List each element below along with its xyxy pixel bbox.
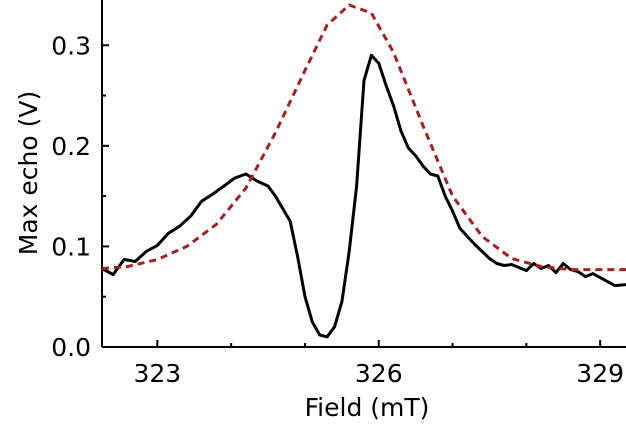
x-tick-label: 329 [576, 359, 624, 388]
x-axis-title: Field (mT) [305, 393, 430, 422]
axes [101, 0, 626, 348]
ticks [102, 44, 602, 348]
x-tick-label: 323 [133, 359, 181, 388]
data-curve-line [101, 53, 626, 339]
y-tick-label: 0.1 [51, 232, 91, 261]
y-tick-label: 0.3 [51, 31, 91, 60]
y-axis-title: Max echo (V) [14, 91, 43, 255]
fit-curve-line [101, 3, 626, 272]
y-tick-label: 0.0 [51, 333, 91, 362]
x-tick-label: 326 [355, 359, 403, 388]
tick-labels: 323 326 329 0.0 0.1 0.2 0.3 [51, 31, 624, 388]
series-layer [101, 3, 626, 339]
y-tick-label: 0.2 [51, 132, 91, 161]
